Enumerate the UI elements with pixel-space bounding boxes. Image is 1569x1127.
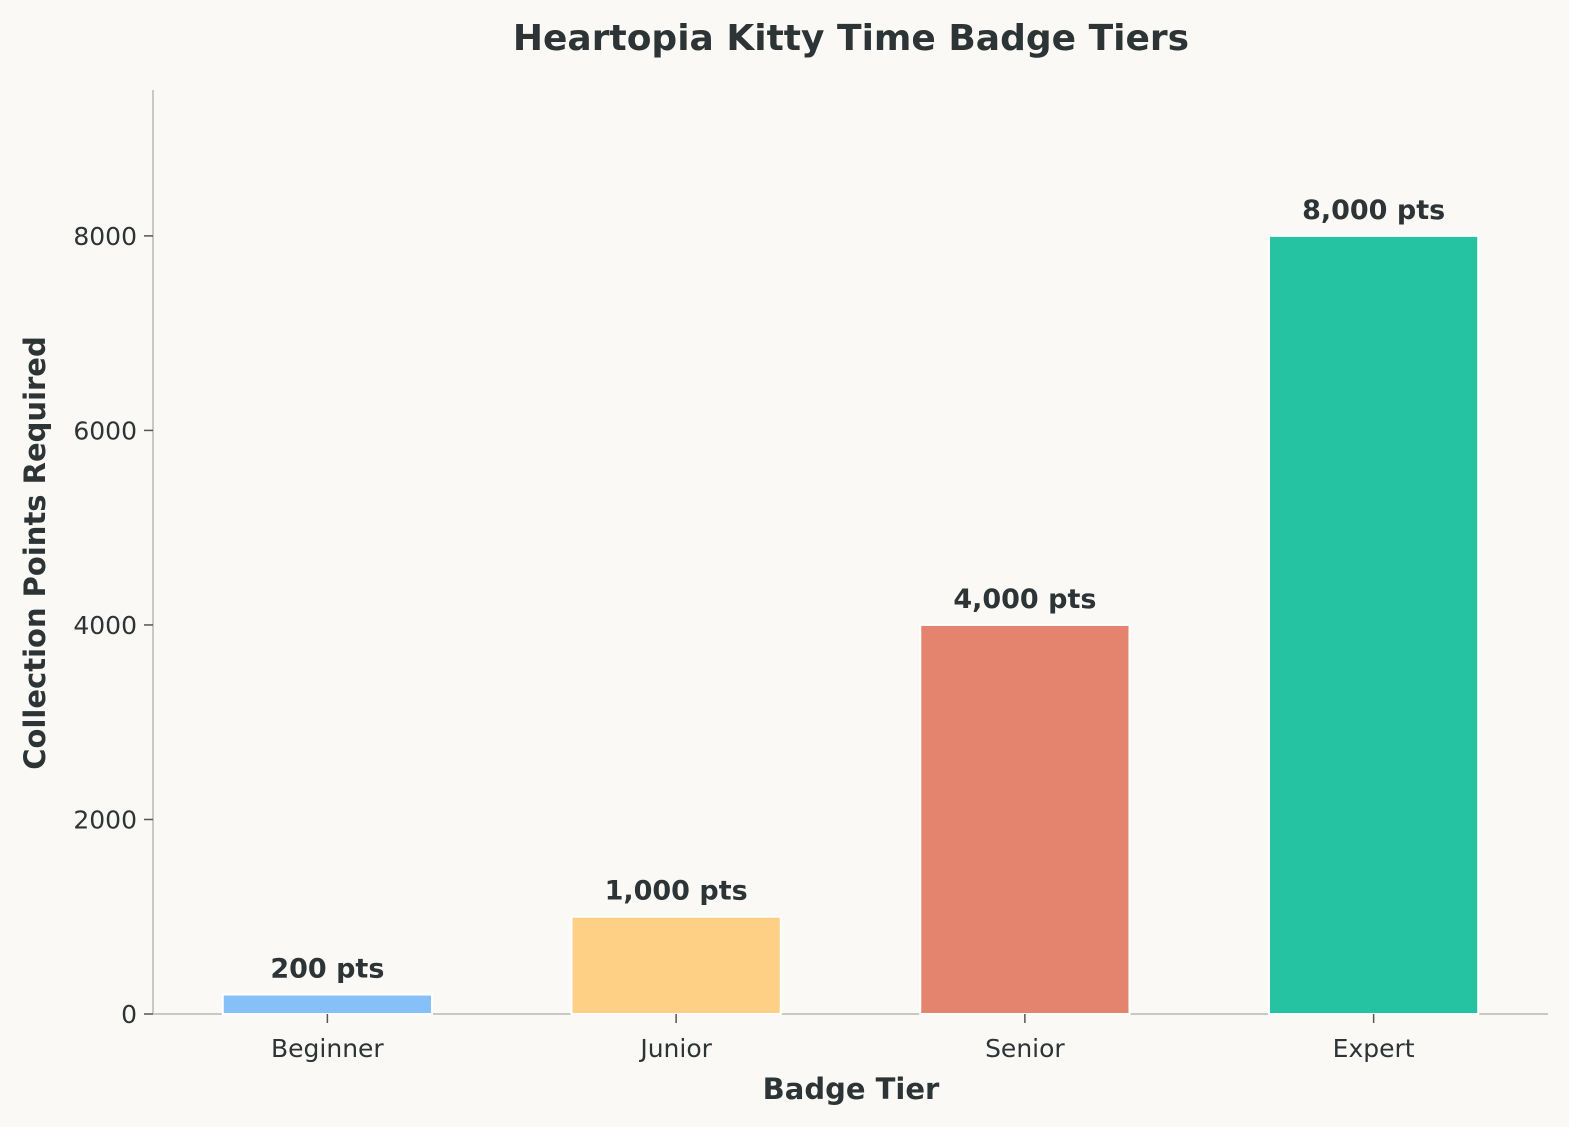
y-tick-label: 8000 [73,222,137,251]
x-tick-label: Beginner [271,1034,384,1063]
bar-value-label: 8,000 pts [1302,195,1445,226]
bar-value-label: 1,000 pts [605,876,748,907]
bar-value-label: 4,000 pts [953,584,1096,615]
x-tick-label: Senior [985,1034,1065,1063]
y-tick-label: 0 [121,1000,137,1029]
y-tick-label: 6000 [73,416,137,445]
bar-junior [570,915,782,1015]
y-axis-label: Collection Points Required [18,336,52,769]
bar-expert [1268,234,1480,1016]
plot-area: 0 2000 4000 6000 8000 200 pts Beginner 1,000 pt… [73,90,1548,1063]
x-tick-label: Junior [638,1034,712,1063]
bar-value-label: 200 pts [270,954,384,985]
x-tick-label: Expert [1333,1034,1415,1063]
chart-title: Heartopia Kitty Time Badge Tiers [513,18,1189,59]
bar-senior [919,623,1131,1016]
y-tick-label: 2000 [73,805,137,834]
y-tick-label: 4000 [73,611,137,640]
bar-beginner [221,993,433,1015]
x-axis-label: Badge Tier [763,1072,940,1106]
